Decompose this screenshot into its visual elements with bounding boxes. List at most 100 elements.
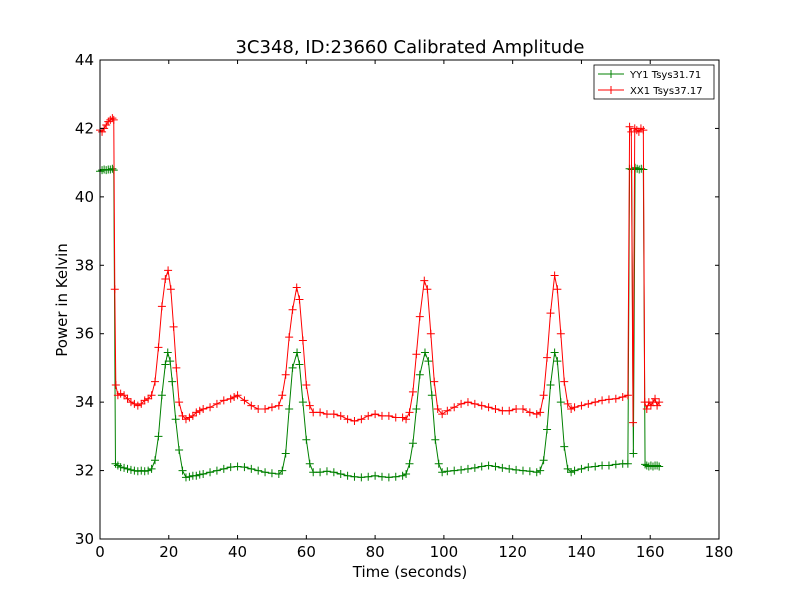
data-point bbox=[172, 363, 181, 372]
data-point bbox=[560, 442, 569, 451]
data-point bbox=[412, 350, 421, 359]
data-point bbox=[295, 360, 304, 369]
x-tick-label: 160 bbox=[636, 543, 665, 561]
data-point bbox=[261, 404, 270, 413]
data-point bbox=[430, 377, 439, 386]
data-point bbox=[336, 411, 345, 420]
data-point bbox=[350, 472, 359, 481]
legend-item: YY1 Tsys31.71 bbox=[598, 70, 701, 81]
data-point bbox=[206, 468, 215, 477]
legend-label: XX1 Tsys37.17 bbox=[630, 86, 703, 97]
data-point bbox=[641, 460, 650, 469]
data-point bbox=[175, 446, 184, 455]
data-point bbox=[653, 461, 662, 470]
data-point bbox=[433, 404, 442, 413]
data-point bbox=[505, 406, 514, 415]
data-point bbox=[539, 391, 548, 400]
data-point bbox=[563, 399, 572, 408]
data-point bbox=[584, 399, 593, 408]
chart-title: 3C348, ID:23660 Calibrated Amplitude bbox=[235, 37, 584, 58]
data-point bbox=[298, 336, 307, 345]
data-point bbox=[550, 271, 559, 280]
data-point bbox=[408, 439, 417, 448]
data-point bbox=[293, 348, 302, 357]
data-point bbox=[288, 305, 297, 314]
y-tick-label: 32 bbox=[75, 462, 94, 480]
x-tick-label: 20 bbox=[159, 543, 178, 561]
data-point bbox=[525, 408, 534, 417]
data-point bbox=[247, 401, 256, 410]
data-point bbox=[546, 381, 555, 390]
data-point bbox=[412, 404, 421, 413]
data-point bbox=[343, 415, 352, 424]
data-point bbox=[629, 449, 638, 458]
legend-marker bbox=[607, 70, 615, 78]
data-point bbox=[420, 348, 429, 357]
data-point bbox=[151, 456, 160, 465]
data-point bbox=[604, 461, 613, 470]
data-point bbox=[371, 471, 380, 480]
data-point bbox=[137, 399, 146, 408]
data-point bbox=[623, 459, 632, 468]
data-point bbox=[181, 415, 190, 424]
data-point bbox=[192, 408, 201, 417]
data-point bbox=[154, 343, 163, 352]
data-point bbox=[188, 411, 197, 420]
data-point bbox=[525, 467, 534, 476]
data-point bbox=[178, 466, 187, 475]
data-point bbox=[206, 403, 215, 412]
data-point bbox=[627, 127, 636, 136]
data-point bbox=[267, 469, 276, 478]
data-point bbox=[443, 467, 452, 476]
data-point bbox=[168, 377, 177, 386]
data-point bbox=[166, 285, 175, 294]
data-point bbox=[532, 468, 541, 477]
data-point bbox=[240, 463, 249, 472]
data-point bbox=[212, 466, 221, 475]
data-point bbox=[169, 322, 178, 331]
data-point bbox=[391, 472, 400, 481]
x-tick-label: 80 bbox=[366, 543, 385, 561]
x-tick-label: 40 bbox=[228, 543, 247, 561]
data-point bbox=[123, 464, 132, 473]
data-point bbox=[556, 398, 565, 407]
data-point bbox=[120, 391, 129, 400]
data-point bbox=[281, 449, 290, 458]
data-point bbox=[212, 399, 221, 408]
data-point bbox=[104, 117, 113, 126]
data-point bbox=[536, 466, 545, 475]
data-point bbox=[570, 466, 579, 475]
data-point bbox=[133, 401, 142, 410]
data-point bbox=[111, 381, 120, 390]
data-point bbox=[109, 115, 118, 124]
x-tick-label: 140 bbox=[567, 543, 596, 561]
data-point bbox=[108, 114, 117, 123]
y-tick-label: 38 bbox=[75, 256, 94, 274]
x-axis-label: Time (seconds) bbox=[352, 563, 468, 581]
data-point bbox=[611, 460, 620, 469]
data-point bbox=[267, 403, 276, 412]
data-point bbox=[329, 468, 338, 477]
data-point bbox=[133, 467, 142, 476]
data-point bbox=[618, 393, 627, 402]
data-point bbox=[539, 456, 548, 465]
data-point bbox=[171, 415, 180, 424]
data-point bbox=[144, 466, 153, 475]
data-point bbox=[163, 348, 172, 357]
data-point bbox=[512, 404, 521, 413]
data-point bbox=[405, 459, 414, 468]
data-point bbox=[560, 377, 569, 386]
data-point bbox=[278, 391, 287, 400]
data-point bbox=[240, 396, 249, 405]
data-point bbox=[634, 127, 643, 136]
data-point bbox=[556, 329, 565, 338]
data-point bbox=[536, 408, 545, 417]
data-point bbox=[443, 406, 452, 415]
tick-layer: 0 20 40 60 80 100 120 140 160 180 30 32 34 36 38 40 42 44 bbox=[75, 51, 733, 561]
data-point bbox=[157, 302, 166, 311]
data-point bbox=[102, 121, 111, 130]
data-point bbox=[424, 357, 433, 366]
data-point bbox=[254, 404, 263, 413]
series-2 bbox=[96, 114, 664, 427]
